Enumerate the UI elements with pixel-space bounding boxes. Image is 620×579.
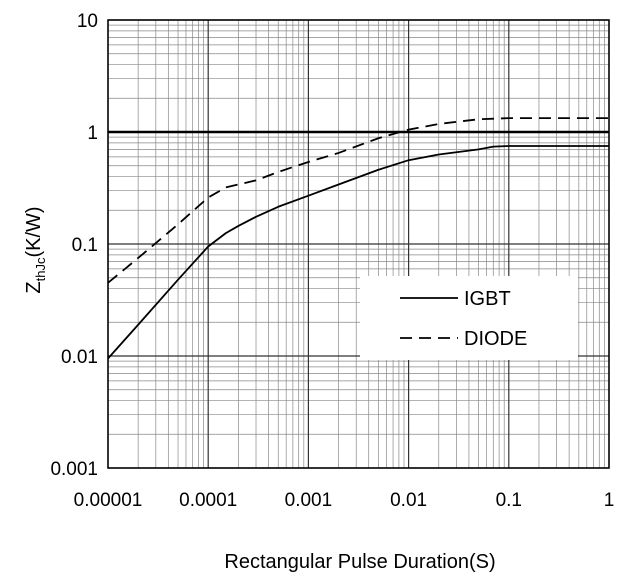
y-tick-label: 1 [87, 123, 98, 144]
x-axis-title: Rectangular Pulse Duration(S) [224, 551, 495, 573]
y-axis-title-rest: (K/W) [23, 206, 45, 257]
y-tick-label: 0.01 [61, 347, 98, 368]
legend-label-diode: DIODE [464, 328, 527, 350]
y-tick-label: 0.001 [50, 459, 98, 480]
legend-label-igbt: IGBT [464, 288, 511, 310]
x-tick-label: 0.0001 [179, 490, 237, 511]
y-tick-labels: 10 1 0.1 0.01 0.001 [50, 11, 98, 480]
y-tick-label: 0.1 [72, 235, 98, 256]
series-group [107, 117, 609, 360]
series-line-igbt [107, 145, 609, 360]
y-axis-title-subscript: thJc [33, 257, 48, 281]
plot-frame [107, 19, 610, 469]
y-axis-title: ZthJc(K/W) [23, 206, 48, 293]
x-tick-label: 0.001 [285, 490, 333, 511]
legend: IGBT DIODE [360, 276, 578, 360]
x-tick-label: 0.00001 [74, 490, 143, 511]
x-tick-label: 0.01 [390, 490, 427, 511]
series-line-diode [107, 117, 609, 284]
x-tick-labels: 0.00001 0.0001 0.001 0.01 0.1 1 [74, 490, 615, 511]
y-axis-title-main: Z [23, 281, 45, 293]
x-tick-label: 0.1 [496, 490, 522, 511]
y-tick-label: 10 [77, 11, 98, 32]
x-tick-label: 1 [604, 490, 615, 511]
legend-box [360, 276, 578, 360]
